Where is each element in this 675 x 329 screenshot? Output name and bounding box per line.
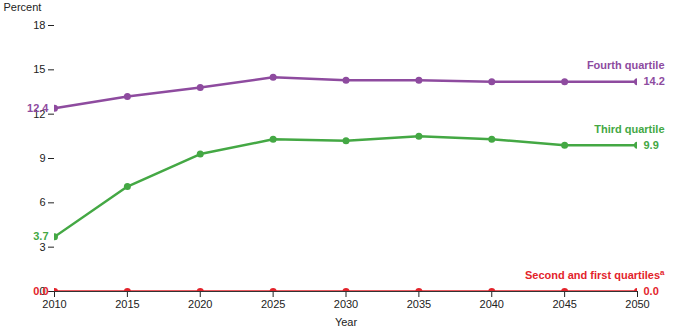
svg-text:6: 6 bbox=[39, 196, 45, 208]
svg-text:2040: 2040 bbox=[480, 298, 504, 310]
svg-text:0.0: 0.0 bbox=[33, 285, 48, 297]
svg-text:9: 9 bbox=[39, 152, 45, 164]
svg-text:2045: 2045 bbox=[552, 298, 576, 310]
svg-text:15: 15 bbox=[33, 63, 45, 75]
svg-text:2015: 2015 bbox=[115, 298, 139, 310]
svg-text:Third quartile: Third quartile bbox=[594, 123, 664, 135]
svg-text:14.2: 14.2 bbox=[644, 75, 665, 87]
svg-text:Second and first quartilesa: Second and first quartilesa bbox=[525, 268, 665, 281]
svg-text:2010: 2010 bbox=[42, 298, 66, 310]
svg-text:2050: 2050 bbox=[625, 298, 649, 310]
svg-text:12.4: 12.4 bbox=[27, 102, 49, 114]
svg-text:2025: 2025 bbox=[261, 298, 285, 310]
svg-text:2035: 2035 bbox=[407, 298, 431, 310]
svg-text:0.0: 0.0 bbox=[644, 285, 659, 297]
svg-text:Fourth quartile: Fourth quartile bbox=[587, 59, 665, 71]
svg-text:2020: 2020 bbox=[188, 298, 212, 310]
svg-text:9.9: 9.9 bbox=[644, 139, 659, 151]
svg-text:Year: Year bbox=[335, 316, 358, 328]
svg-text:2030: 2030 bbox=[334, 298, 358, 310]
svg-text:3: 3 bbox=[39, 241, 45, 253]
svg-text:18: 18 bbox=[33, 19, 45, 31]
svg-text:3.7: 3.7 bbox=[33, 230, 48, 242]
svg-text:Percent: Percent bbox=[4, 1, 42, 13]
